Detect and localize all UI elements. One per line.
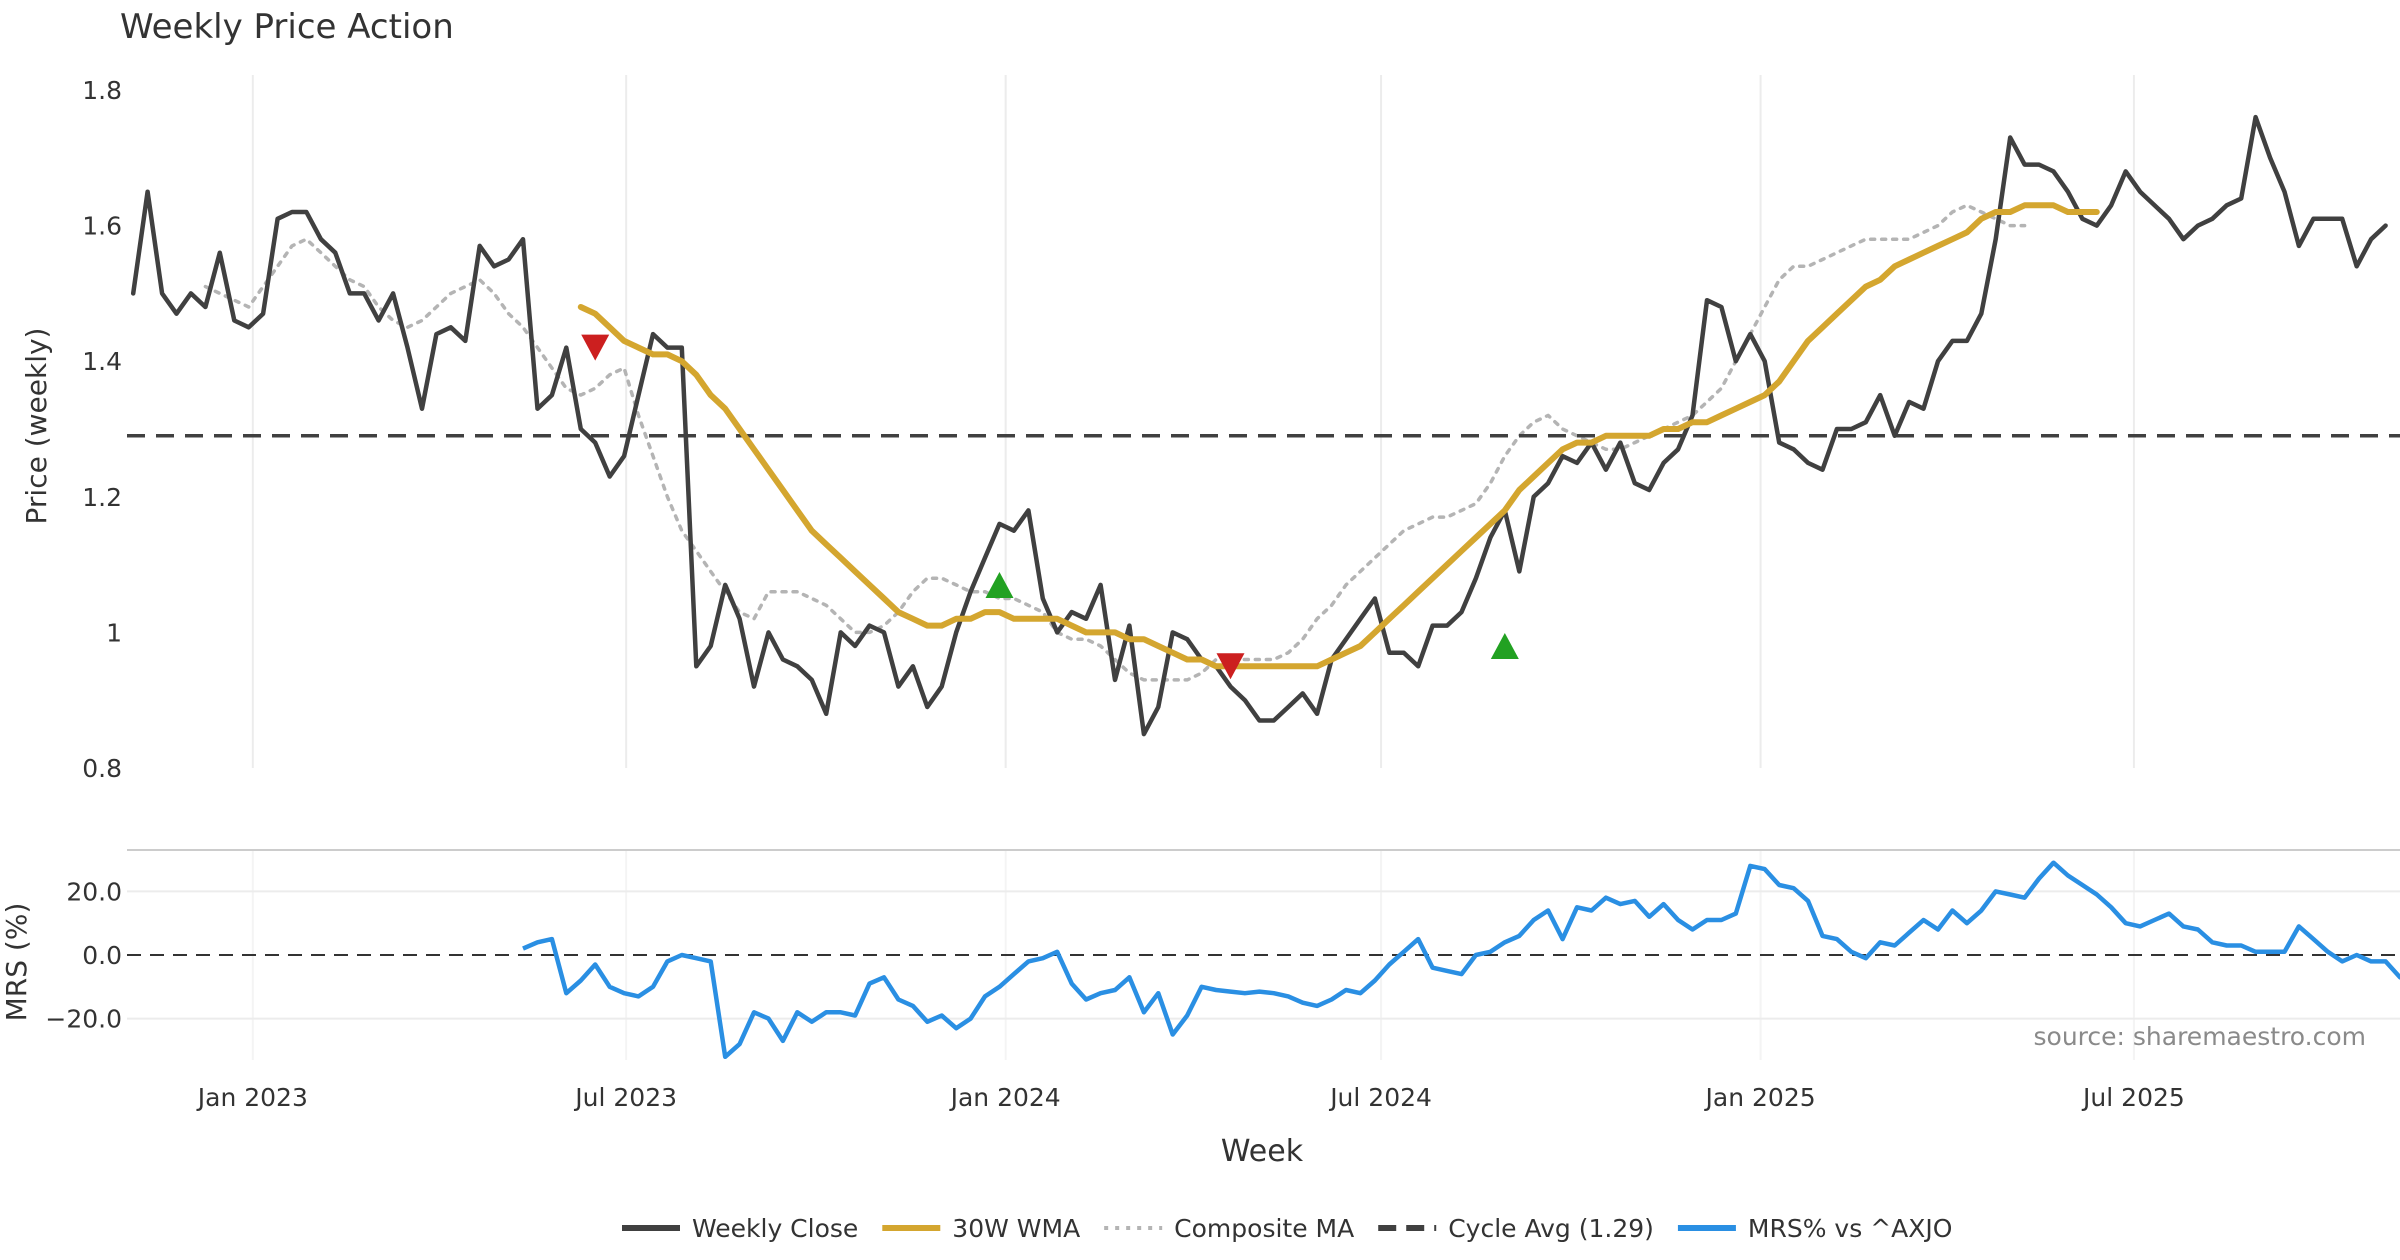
price-y-tick-label: 1.8 <box>82 76 122 105</box>
x-tick-label: Jul 2024 <box>1328 1083 1432 1112</box>
mrs-y-tick-label: 0.0 <box>82 941 122 970</box>
legend-label-composite-ma: Composite MA <box>1174 1214 1354 1243</box>
sell-signal-marker <box>581 334 610 361</box>
x-axis-label: Week <box>1221 1134 1304 1169</box>
legend-label-mrs-vs-axjo: MRS% vs ^AXJO <box>1748 1214 1953 1243</box>
signal-markers <box>581 334 1519 680</box>
composite-ma-line <box>203 203 2027 682</box>
price-y-tick-label: 0.8 <box>82 754 122 783</box>
mrs-axis-label: MRS (%) <box>0 903 33 1022</box>
price-y-ticks: 0.8 1 1.2 1.4 1.6 1.8 <box>82 76 122 783</box>
price-y-tick-label: 1.6 <box>82 212 122 241</box>
x-tick-label: Jan 2024 <box>949 1083 1061 1112</box>
x-tick-label: Jul 2023 <box>573 1083 677 1112</box>
legend-label-30w-wma: 30W WMA <box>952 1214 1080 1243</box>
price-series <box>127 114 2400 737</box>
legend: Weekly Close 30W WMA Composite MA Cycle Avg… <box>622 1214 1952 1243</box>
legend-label-weekly-close: Weekly Close <box>692 1214 858 1243</box>
buy-signal-marker <box>1490 632 1519 659</box>
price-y-tick-label: 1.4 <box>82 347 122 376</box>
x-tick-label: Jan 2025 <box>1704 1083 1816 1112</box>
price-y-tick-label: 1 <box>106 618 122 647</box>
price-grid <box>251 75 2135 768</box>
x-tick-label: Jan 2023 <box>196 1083 308 1112</box>
30w-wma-line <box>577 202 2100 670</box>
chart-title: Weekly Price Action <box>120 7 454 47</box>
x-ticks: Jan 2023 Jul 2023 Jan 2024 Jul 2024 Jan 2025… <box>196 1083 2185 1112</box>
sell-signal-marker <box>1216 653 1245 680</box>
mrs-line <box>522 860 2400 1060</box>
mrs-y-ticks: 20.0 0.0 −20.0 <box>45 877 122 1033</box>
buy-signal-marker <box>985 571 1014 598</box>
legend-label-cycle-avg-1-29: Cycle Avg (1.29) <box>1448 1214 1654 1243</box>
price-y-tick-label: 1.2 <box>82 483 122 512</box>
mrs-y-tick-label: −20.0 <box>45 1005 122 1034</box>
price-axis-label: Price (weekly) <box>20 328 53 525</box>
x-tick-label: Jul 2025 <box>2081 1083 2185 1112</box>
source-note: source: sharemaestro.com <box>2034 1022 2367 1051</box>
weekly-close-line <box>130 114 2388 737</box>
mrs-grid <box>127 850 2400 1060</box>
mrs-series <box>127 860 2400 1060</box>
mrs-y-tick-label: 20.0 <box>66 877 122 906</box>
